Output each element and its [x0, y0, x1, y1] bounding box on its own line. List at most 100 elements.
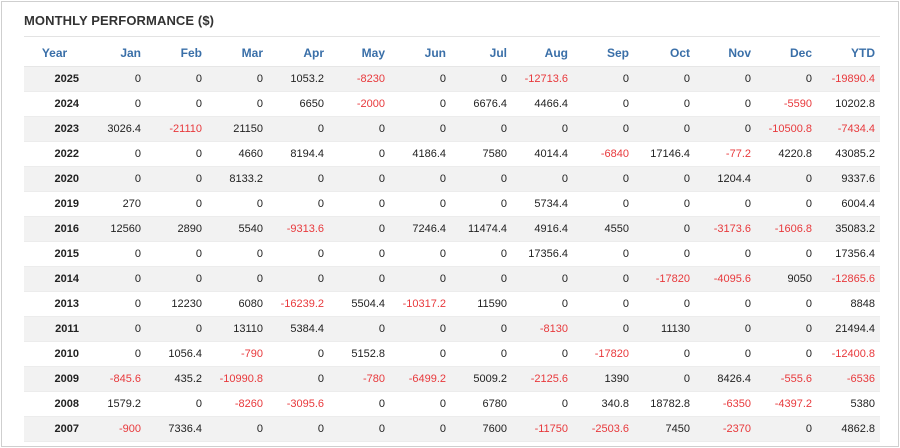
- month-value-cell: 5540: [207, 216, 268, 242]
- column-header-aug: Aug: [512, 39, 573, 67]
- month-value-cell: 0: [85, 291, 146, 317]
- table-row: 2009 -845.6 435.2 -10990.8 0 -780 -6499.2 5009.…: [24, 366, 880, 392]
- month-value-cell: 0: [451, 266, 512, 292]
- month-value-cell: 0: [146, 241, 207, 267]
- month-value-cell: -8230: [329, 66, 390, 92]
- month-value-cell: 0: [695, 116, 756, 142]
- month-value-cell: 0: [695, 66, 756, 92]
- month-value-cell: 12560: [85, 216, 146, 242]
- month-value-cell: 0: [451, 341, 512, 367]
- month-value-cell: 0: [207, 191, 268, 217]
- month-value-cell: -790: [207, 341, 268, 367]
- month-value-cell: 0: [85, 341, 146, 367]
- month-value-cell: 0: [390, 341, 451, 367]
- month-value-cell: 0: [573, 316, 634, 342]
- table-row: 2020 0 0 8133.2 0 0 0 0 0 0 0 1204.4 0 9337.6: [24, 166, 880, 192]
- ytd-cell: 9337.6: [817, 166, 880, 192]
- month-value-cell: 0: [695, 91, 756, 117]
- table-row: 2013 0 12230 6080 -16239.2 5504.4 -10317.2 1159…: [24, 291, 880, 317]
- month-value-cell: 0: [512, 266, 573, 292]
- month-value-cell: -16239.2: [268, 291, 329, 317]
- month-value-cell: 0: [329, 266, 390, 292]
- month-value-cell: 0: [634, 341, 695, 367]
- month-value-cell: 0: [573, 66, 634, 92]
- month-value-cell: 0: [329, 241, 390, 267]
- month-value-cell: -845.6: [85, 366, 146, 392]
- month-value-cell: 0: [695, 316, 756, 342]
- year-cell: 2019: [24, 191, 85, 217]
- month-value-cell: 0: [512, 291, 573, 317]
- month-value-cell: 0: [146, 391, 207, 417]
- table-row: 2019 270 0 0 0 0 0 0 5734.4 0 0 0 0 6004.4: [24, 191, 880, 217]
- month-value-cell: 21150: [207, 116, 268, 142]
- month-value-cell: 2890: [146, 216, 207, 242]
- table-row: 2016 12560 2890 5540 -9313.6 0 7246.4 11474.4 49…: [24, 216, 880, 242]
- month-value-cell: 0: [634, 366, 695, 392]
- column-header-oct: Oct: [634, 39, 695, 67]
- ytd-cell: 21494.4: [817, 316, 880, 342]
- month-value-cell: 1204.4: [695, 166, 756, 192]
- month-value-cell: 6080: [207, 291, 268, 317]
- month-value-cell: 0: [634, 191, 695, 217]
- ytd-cell: -7434.4: [817, 116, 880, 142]
- ytd-cell: 35083.2: [817, 216, 880, 242]
- month-value-cell: 0: [390, 316, 451, 342]
- column-header-dec: Dec: [756, 39, 817, 67]
- month-value-cell: 0: [146, 141, 207, 167]
- month-value-cell: 0: [268, 341, 329, 367]
- month-value-cell: 11130: [634, 316, 695, 342]
- ytd-cell: -12400.8: [817, 341, 880, 367]
- table-row: 2010 0 1056.4 -790 0 5152.8 0 0 0 -17820 0 0 0 -12400…: [24, 341, 880, 367]
- month-value-cell: 4014.4: [512, 141, 573, 167]
- month-value-cell: 0: [207, 416, 268, 442]
- table-row: 2022 0 0 4660 8194.4 0 4186.4 7580 4014.4 -6840 17…: [24, 141, 880, 167]
- month-value-cell: 1579.2: [85, 391, 146, 417]
- table-row: 2023 3026.4 -21110 21150 0 0 0 0 0 0 0 0 -10500.8 -74…: [24, 116, 880, 142]
- column-header-nov: Nov: [695, 39, 756, 67]
- month-value-cell: 5152.8: [329, 341, 390, 367]
- month-value-cell: 12230: [146, 291, 207, 317]
- month-value-cell: 0: [756, 241, 817, 267]
- month-value-cell: 9050: [756, 266, 817, 292]
- month-value-cell: 0: [85, 141, 146, 167]
- month-value-cell: 0: [573, 116, 634, 142]
- month-value-cell: 0: [451, 191, 512, 217]
- month-value-cell: -6350: [695, 391, 756, 417]
- ytd-cell: 6004.4: [817, 191, 880, 217]
- month-value-cell: 0: [85, 91, 146, 117]
- month-value-cell: 0: [329, 416, 390, 442]
- table-row: 2007 -900 7336.4 0 0 0 0 7600 -11750 -2503.6 7450-…: [24, 416, 880, 442]
- column-header-may: May: [329, 39, 390, 67]
- month-value-cell: 0: [634, 116, 695, 142]
- month-value-cell: -5590: [756, 91, 817, 117]
- month-value-cell: 0: [634, 66, 695, 92]
- month-value-cell: 0: [695, 341, 756, 367]
- month-value-cell: 0: [756, 291, 817, 317]
- column-header-jun: Jun: [390, 39, 451, 67]
- month-value-cell: 6780: [451, 391, 512, 417]
- month-value-cell: 0: [329, 166, 390, 192]
- year-cell: 2025: [24, 66, 85, 92]
- year-cell: 2024: [24, 91, 85, 117]
- month-value-cell: -1606.8: [756, 216, 817, 242]
- month-value-cell: -8260: [207, 391, 268, 417]
- month-value-cell: 0: [390, 416, 451, 442]
- month-value-cell: 7600: [451, 416, 512, 442]
- month-value-cell: 0: [207, 266, 268, 292]
- month-value-cell: -8130: [512, 316, 573, 342]
- month-value-cell: -17820: [634, 266, 695, 292]
- month-value-cell: -2370: [695, 416, 756, 442]
- month-value-cell: 6650: [268, 91, 329, 117]
- month-value-cell: 0: [695, 191, 756, 217]
- month-value-cell: -2503.6: [573, 416, 634, 442]
- month-value-cell: 7580: [451, 141, 512, 167]
- month-value-cell: 4466.4: [512, 91, 573, 117]
- year-cell: 2010: [24, 341, 85, 367]
- year-cell: 2008: [24, 391, 85, 417]
- month-value-cell: 0: [512, 341, 573, 367]
- column-header-jul: Jul: [451, 39, 512, 67]
- table-row: 2014 0 0 0 0 0 0 0 0 0 -17820 -4095.6 9050 -12865.6: [24, 266, 880, 292]
- column-header-ytd: YTD: [817, 39, 880, 67]
- table-row: 2011 0 0 13110 5384.4 0 0 0 -8130 0 11130 0 0 21494.4: [24, 316, 880, 342]
